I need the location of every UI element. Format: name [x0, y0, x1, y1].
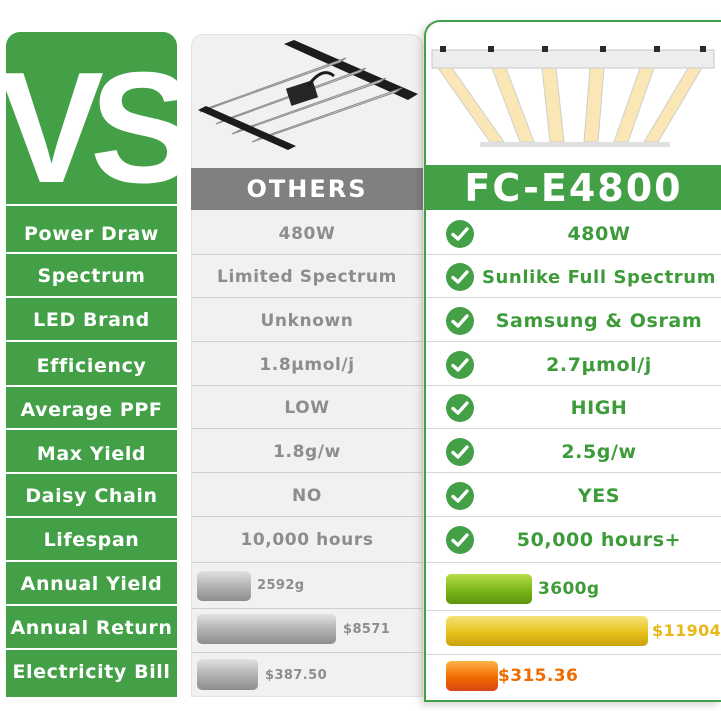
fc-yield-value: 3600g [538, 579, 600, 599]
others-average-ppf: LOW [284, 398, 330, 418]
check-circle-icon [446, 307, 474, 335]
label-spectrum: Spectrum [37, 265, 146, 287]
others-yield-bar [197, 571, 251, 601]
label-lifespan: Lifespan [43, 529, 140, 551]
divider [191, 516, 423, 517]
divider [426, 428, 721, 429]
others-efficiency: 1.8μmol/j [259, 355, 355, 375]
divider [6, 252, 177, 254]
check-circle-icon [446, 482, 474, 510]
divider [191, 562, 423, 563]
fc-lifespan: 50,000 hours+ [516, 529, 682, 551]
check-circle-icon [446, 526, 474, 554]
divider [191, 652, 423, 653]
divider [426, 654, 721, 655]
check-circle-icon [446, 438, 474, 466]
fc-bill-bar [446, 661, 498, 691]
divider [6, 648, 177, 650]
others-header: OTHERS [191, 168, 423, 210]
fc-e4800-light-image [431, 46, 715, 147]
others-yield-value: 2592g [257, 578, 305, 593]
divider [6, 340, 177, 342]
others-daisy-chain: NO [292, 486, 322, 506]
vs-logo: VS [6, 40, 177, 204]
divider [426, 254, 721, 255]
divider [6, 516, 177, 518]
fc-spectrum: Sunlike Full Spectrum [481, 266, 717, 288]
others-spectrum: Limited Spectrum [217, 267, 397, 287]
fc-daisy-chain: YES [577, 485, 621, 507]
fc-max-yield: 2.5g/w [561, 441, 637, 463]
divider [191, 608, 423, 609]
fc-yield-bar [446, 574, 532, 604]
fc-efficiency: 2.7μmol/j [546, 354, 652, 376]
fc-return-value: $11904 [652, 621, 721, 640]
divider [426, 472, 721, 473]
label-efficiency: Efficiency [36, 355, 147, 377]
divider [6, 604, 177, 606]
divider [6, 428, 177, 430]
divider [426, 562, 721, 563]
divider [426, 297, 721, 298]
divider [426, 341, 721, 342]
others-return-bar [197, 614, 336, 644]
divider [6, 385, 177, 387]
svg-text:VS: VS [6, 40, 177, 204]
fc-led-brand: Samsung & Osram [495, 310, 703, 332]
divider [426, 610, 721, 611]
divider [6, 296, 177, 298]
divider [191, 341, 423, 342]
others-bill-bar [197, 659, 258, 690]
label-annual-yield: Annual Yield [20, 573, 163, 595]
others-lifespan: 10,000 hours [240, 530, 374, 550]
others-max-yield: 1.8g/w [273, 442, 341, 462]
label-daisy-chain: Daisy Chain [25, 485, 158, 507]
label-power-draw: Power Draw [24, 223, 159, 245]
check-circle-icon [446, 220, 474, 248]
divider [6, 560, 177, 562]
divider [426, 516, 721, 517]
label-led-brand: LED Brand [33, 309, 150, 331]
others-power-draw: 480W [278, 224, 336, 244]
divider [6, 472, 177, 474]
check-circle-icon [446, 263, 474, 291]
check-circle-icon [446, 351, 474, 379]
fc-power-draw: 480W [567, 223, 631, 245]
divider [191, 385, 423, 386]
label-electricity-bill: Electricity Bill [12, 661, 171, 683]
divider [191, 297, 423, 298]
others-bill-value: $387.50 [265, 668, 328, 683]
label-average-ppf: Average PPF [20, 399, 163, 421]
fc-e4800-header: FC-E4800 [426, 165, 721, 210]
divider [191, 254, 423, 255]
generic-grow-light-image [198, 40, 418, 150]
fc-average-ppf: HIGH [570, 397, 628, 419]
divider [426, 385, 721, 386]
label-annual-return: Annual Return [10, 617, 173, 639]
fc-bill-value: $315.36 [498, 666, 579, 686]
check-circle-icon [446, 394, 474, 422]
divider [191, 428, 423, 429]
divider [191, 472, 423, 473]
label-max-yield: Max Yield [36, 443, 147, 465]
others-return-value: $8571 [343, 622, 391, 637]
others-led-brand: Unknown [260, 311, 354, 331]
feature-label-column: VS Power Draw Spectrum LED Brand Efficie… [6, 32, 177, 697]
divider [6, 204, 177, 206]
fc-return-bar [446, 616, 648, 646]
